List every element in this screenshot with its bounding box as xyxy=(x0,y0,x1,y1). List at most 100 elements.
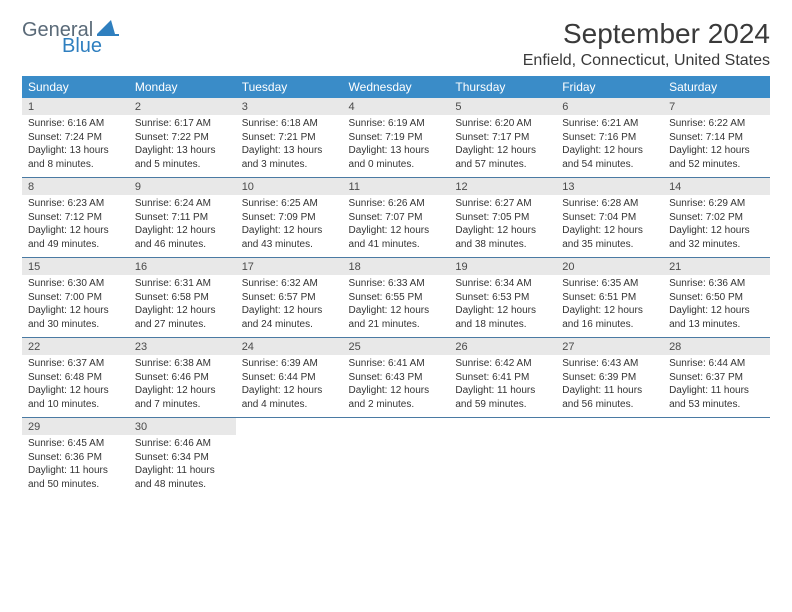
daylight-text: Daylight: 12 hours and 27 minutes. xyxy=(135,304,230,331)
weekday-saturday: Saturday xyxy=(663,76,770,98)
day-number-cell: 3 xyxy=(236,98,343,115)
daylight-text: Daylight: 11 hours and 48 minutes. xyxy=(135,464,230,491)
day-info-cell: Sunrise: 6:31 AMSunset: 6:58 PMDaylight:… xyxy=(129,275,236,338)
day-info-cell xyxy=(449,435,556,497)
day-number-cell: 18 xyxy=(343,258,450,275)
daylight-text: Daylight: 12 hours and 41 minutes. xyxy=(349,224,444,251)
day-number-cell: 20 xyxy=(556,258,663,275)
day-info-cell: Sunrise: 6:44 AMSunset: 6:37 PMDaylight:… xyxy=(663,355,770,418)
day-info-cell: Sunrise: 6:41 AMSunset: 6:43 PMDaylight:… xyxy=(343,355,450,418)
day-number-cell: 21 xyxy=(663,258,770,275)
day-info-cell xyxy=(556,435,663,497)
header: General Blue September 2024 Enfield, Con… xyxy=(22,18,770,70)
day-info-cell: Sunrise: 6:33 AMSunset: 6:55 PMDaylight:… xyxy=(343,275,450,338)
day-number-cell: 17 xyxy=(236,258,343,275)
day-number-row: 22232425262728 xyxy=(22,338,770,355)
day-info-cell: Sunrise: 6:39 AMSunset: 6:44 PMDaylight:… xyxy=(236,355,343,418)
sunset-text: Sunset: 6:50 PM xyxy=(669,291,764,305)
day-info-row: Sunrise: 6:16 AMSunset: 7:24 PMDaylight:… xyxy=(22,115,770,178)
daylight-text: Daylight: 11 hours and 56 minutes. xyxy=(562,384,657,411)
day-number-cell: 24 xyxy=(236,338,343,355)
sunrise-text: Sunrise: 6:21 AM xyxy=(562,117,657,131)
day-number-cell: 12 xyxy=(449,178,556,195)
sunset-text: Sunset: 7:05 PM xyxy=(455,211,550,225)
day-number-row: 1234567 xyxy=(22,98,770,115)
sunset-text: Sunset: 7:16 PM xyxy=(562,131,657,145)
day-info-cell: Sunrise: 6:19 AMSunset: 7:19 PMDaylight:… xyxy=(343,115,450,178)
day-number-row: 2930 xyxy=(22,418,770,435)
sunset-text: Sunset: 6:37 PM xyxy=(669,371,764,385)
daylight-text: Daylight: 12 hours and 32 minutes. xyxy=(669,224,764,251)
daylight-text: Daylight: 12 hours and 30 minutes. xyxy=(28,304,123,331)
sunset-text: Sunset: 6:51 PM xyxy=(562,291,657,305)
daylight-text: Daylight: 12 hours and 57 minutes. xyxy=(455,144,550,171)
weekday-header-row: SundayMondayTuesdayWednesdayThursdayFrid… xyxy=(22,76,770,98)
sunset-text: Sunset: 7:14 PM xyxy=(669,131,764,145)
sunset-text: Sunset: 6:57 PM xyxy=(242,291,337,305)
day-info-cell: Sunrise: 6:18 AMSunset: 7:21 PMDaylight:… xyxy=(236,115,343,178)
sunrise-text: Sunrise: 6:16 AM xyxy=(28,117,123,131)
sunrise-text: Sunrise: 6:20 AM xyxy=(455,117,550,131)
day-number-cell: 13 xyxy=(556,178,663,195)
sunset-text: Sunset: 6:53 PM xyxy=(455,291,550,305)
daylight-text: Daylight: 12 hours and 16 minutes. xyxy=(562,304,657,331)
sunset-text: Sunset: 6:48 PM xyxy=(28,371,123,385)
daylight-text: Daylight: 13 hours and 5 minutes. xyxy=(135,144,230,171)
sunrise-text: Sunrise: 6:37 AM xyxy=(28,357,123,371)
daylight-text: Daylight: 12 hours and 4 minutes. xyxy=(242,384,337,411)
sunset-text: Sunset: 7:21 PM xyxy=(242,131,337,145)
sunrise-text: Sunrise: 6:44 AM xyxy=(669,357,764,371)
sunset-text: Sunset: 7:17 PM xyxy=(455,131,550,145)
day-number-cell: 5 xyxy=(449,98,556,115)
sunset-text: Sunset: 7:19 PM xyxy=(349,131,444,145)
day-info-cell xyxy=(343,435,450,497)
sunset-text: Sunset: 7:09 PM xyxy=(242,211,337,225)
sunrise-text: Sunrise: 6:35 AM xyxy=(562,277,657,291)
sunrise-text: Sunrise: 6:46 AM xyxy=(135,437,230,451)
day-info-cell: Sunrise: 6:22 AMSunset: 7:14 PMDaylight:… xyxy=(663,115,770,178)
day-info-cell xyxy=(236,435,343,497)
sunrise-text: Sunrise: 6:38 AM xyxy=(135,357,230,371)
day-number-cell: 4 xyxy=(343,98,450,115)
sunrise-text: Sunrise: 6:19 AM xyxy=(349,117,444,131)
day-info-cell: Sunrise: 6:37 AMSunset: 6:48 PMDaylight:… xyxy=(22,355,129,418)
day-number-row: 15161718192021 xyxy=(22,258,770,275)
daylight-text: Daylight: 13 hours and 3 minutes. xyxy=(242,144,337,171)
sunrise-text: Sunrise: 6:30 AM xyxy=(28,277,123,291)
sunset-text: Sunset: 7:12 PM xyxy=(28,211,123,225)
sunrise-text: Sunrise: 6:18 AM xyxy=(242,117,337,131)
daylight-text: Daylight: 12 hours and 38 minutes. xyxy=(455,224,550,251)
day-number-cell: 8 xyxy=(22,178,129,195)
daylight-text: Daylight: 12 hours and 18 minutes. xyxy=(455,304,550,331)
sunrise-text: Sunrise: 6:24 AM xyxy=(135,197,230,211)
sunrise-text: Sunrise: 6:23 AM xyxy=(28,197,123,211)
day-info-cell: Sunrise: 6:23 AMSunset: 7:12 PMDaylight:… xyxy=(22,195,129,258)
day-info-cell: Sunrise: 6:46 AMSunset: 6:34 PMDaylight:… xyxy=(129,435,236,497)
day-info-cell: Sunrise: 6:36 AMSunset: 6:50 PMDaylight:… xyxy=(663,275,770,338)
sunrise-text: Sunrise: 6:34 AM xyxy=(455,277,550,291)
day-info-cell xyxy=(663,435,770,497)
day-number-cell: 23 xyxy=(129,338,236,355)
day-info-row: Sunrise: 6:37 AMSunset: 6:48 PM Daylight:… xyxy=(22,355,770,418)
weekday-sunday: Sunday xyxy=(22,76,129,98)
day-number-cell: 15 xyxy=(22,258,129,275)
day-number-cell: 28 xyxy=(663,338,770,355)
daylight-text: Daylight: 13 hours and 8 minutes. xyxy=(28,144,123,171)
sunrise-text: Sunrise: 6:28 AM xyxy=(562,197,657,211)
sunset-text: Sunset: 6:36 PM xyxy=(28,451,123,465)
sunrise-text: Sunrise: 6:17 AM xyxy=(135,117,230,131)
sunrise-text: Sunrise: 6:45 AM xyxy=(28,437,123,451)
day-number-cell: 16 xyxy=(129,258,236,275)
sunset-text: Sunset: 7:04 PM xyxy=(562,211,657,225)
day-number-cell xyxy=(663,418,770,435)
day-info-cell: Sunrise: 6:17 AMSunset: 7:22 PMDaylight:… xyxy=(129,115,236,178)
sunrise-text: Sunrise: 6:25 AM xyxy=(242,197,337,211)
daylight-text: Daylight: 12 hours and 43 minutes. xyxy=(242,224,337,251)
sunset-text: Sunset: 6:39 PM xyxy=(562,371,657,385)
day-info-row: Sunrise: 6:30 AMSunset: 7:00 PMDaylight:… xyxy=(22,275,770,338)
day-info-cell: Sunrise: 6:30 AMSunset: 7:00 PMDaylight:… xyxy=(22,275,129,338)
day-info-cell: Sunrise: 6:35 AMSunset: 6:51 PMDaylight:… xyxy=(556,275,663,338)
sunset-text: Sunset: 6:58 PM xyxy=(135,291,230,305)
day-number-cell xyxy=(236,418,343,435)
day-info-cell: Sunrise: 6:21 AMSunset: 7:16 PMDaylight:… xyxy=(556,115,663,178)
